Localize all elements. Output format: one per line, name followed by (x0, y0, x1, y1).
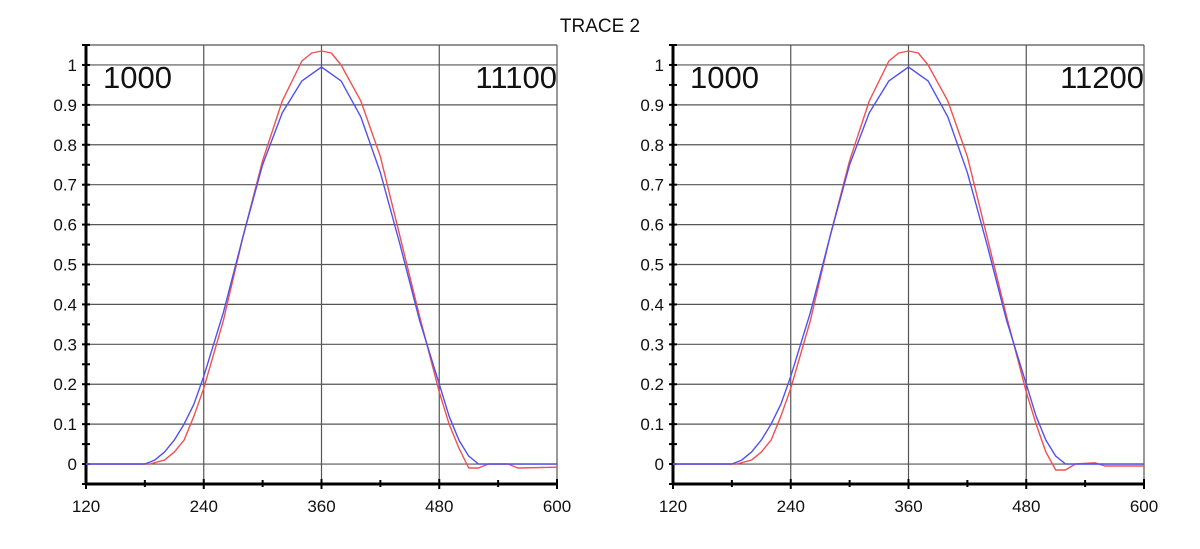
y-tick-label: 0.3 (640, 335, 664, 354)
y-tick-label: 0.5 (53, 256, 77, 275)
y-tick-label: 0.4 (640, 295, 664, 314)
y-tick-label: 0.9 (53, 96, 77, 115)
y-tick-label: 0.1 (640, 415, 664, 434)
y-tick-label: 0.2 (640, 375, 664, 394)
y-tick-label: 0 (655, 455, 664, 474)
x-tick-label: 600 (543, 497, 571, 516)
y-tick-label: 0.7 (53, 176, 77, 195)
left-corner-label: 1000 (690, 60, 759, 95)
right-corner-label: 11100 (475, 60, 557, 95)
x-tick-label: 240 (190, 497, 218, 516)
right-corner-label: 11200 (1060, 60, 1144, 95)
chart-panel-1: 0 0.1 0.2 0.3 0.4 0.5 0.6 0.7 0.8 0.9 1 120 240 360 48… (53, 44, 571, 516)
series-line-blue (673, 66, 1144, 465)
x-tick-label: 480 (425, 497, 453, 516)
y-tick-label: 0.1 (53, 415, 77, 434)
y-tick-label: 0.4 (53, 295, 77, 314)
y-tick-label: 1 (68, 56, 77, 75)
series-line-blue (86, 66, 557, 465)
x-tick-label: 240 (777, 497, 805, 516)
series-line-red (86, 50, 558, 469)
x-tick-label: 480 (1012, 497, 1040, 516)
x-tick-label: 360 (894, 497, 922, 516)
y-tick-label: 0.9 (640, 96, 664, 115)
y-tick-label: 0.5 (640, 256, 664, 275)
y-tick-label: 0.6 (640, 216, 664, 235)
series-line-red (673, 50, 1144, 471)
chart-title: TRACE 2 (560, 16, 640, 37)
x-tick-label: 120 (659, 497, 687, 516)
y-tick-label: 0 (68, 455, 77, 474)
chart-panel-2: 0 0.1 0.2 0.3 0.4 0.5 0.6 0.7 0.8 0.9 1 120 240 360 48… (640, 44, 1158, 516)
left-corner-label: 1000 (103, 60, 172, 95)
y-tick-label: 0.6 (53, 216, 77, 235)
x-tick-label: 600 (1130, 497, 1158, 516)
x-tick-label: 360 (307, 497, 335, 516)
x-tick-label: 120 (72, 497, 100, 516)
y-tick-label: 0.3 (53, 335, 77, 354)
y-tick-label: 0.8 (640, 136, 664, 155)
y-tick-label: 1 (655, 56, 664, 75)
y-tick-label: 0.2 (53, 375, 77, 394)
y-tick-label: 0.8 (53, 136, 77, 155)
y-tick-label: 0.7 (640, 176, 664, 195)
